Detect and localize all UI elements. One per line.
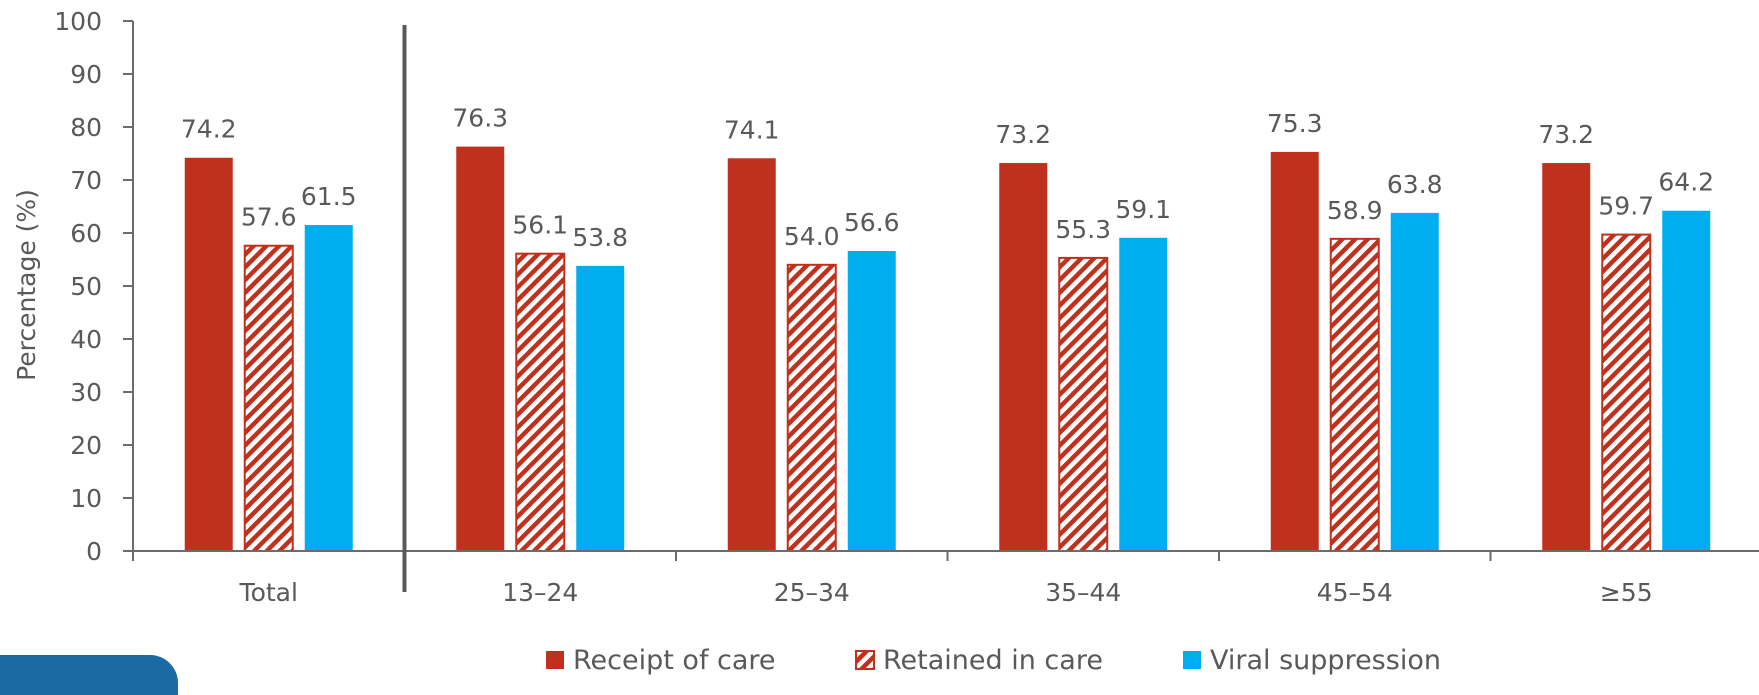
bar-retained-0: [243, 244, 294, 552]
legend-swatch-receipt: [546, 651, 564, 669]
chart-container: Percentage (%) 74.2 57.6 61.5 76.3 56.1 53.8 7…: [0, 7, 1759, 695]
data-label-viral-2: 56.6: [844, 208, 900, 237]
bar-viral-0: [304, 225, 353, 552]
x-tick-label-0: Total: [239, 578, 298, 607]
bar-receipt-0: [184, 157, 233, 552]
y-tick-label-2: 20: [70, 431, 102, 460]
bar-viral-4: [1390, 212, 1439, 552]
data-label-viral-3: 59.1: [1115, 195, 1171, 224]
bar-retained-2: [786, 263, 837, 552]
y-tick-label-0: 0: [86, 537, 102, 566]
data-label-receipt-1: 76.3: [452, 104, 508, 133]
y-tick-label-10: 100: [54, 7, 102, 36]
y-tick-label-4: 40: [70, 325, 102, 354]
y-tick-label-3: 30: [70, 378, 102, 407]
bar-viral-5: [1662, 210, 1711, 552]
bars-layer: [184, 146, 1711, 553]
bar-viral-3: [1119, 237, 1168, 551]
data-label-retained-4: 58.9: [1327, 196, 1383, 225]
data-label-retained-1: 56.1: [512, 211, 568, 240]
bar-receipt-5: [1542, 163, 1591, 552]
data-label-receipt-3: 73.2: [995, 120, 1051, 149]
y-tick-label-8: 80: [70, 113, 102, 142]
data-label-receipt-2: 74.1: [724, 115, 780, 144]
axes-layer: [123, 20, 1759, 592]
bar-retained-5: [1601, 233, 1652, 552]
legend-swatch-viral: [1183, 651, 1201, 669]
data-label-retained-2: 54.0: [784, 222, 840, 251]
bar-retained-4: [1329, 237, 1380, 553]
bar-receipt-3: [999, 163, 1048, 552]
data-label-receipt-5: 73.2: [1538, 120, 1594, 149]
y-tick-label-9: 90: [70, 60, 102, 89]
y-tick-label-7: 70: [70, 166, 102, 195]
legend-swatch-retained: [855, 650, 875, 670]
bar-retained-1: [515, 252, 566, 552]
y-axis-title: Percentage (%): [12, 189, 41, 381]
bar-viral-2: [847, 251, 896, 551]
corner-tab-decoration: [0, 655, 178, 695]
data-label-viral-0: 61.5: [301, 182, 357, 211]
x-tick-label-5: ≥55: [1600, 578, 1653, 607]
x-tick-label-4: 45–54: [1317, 578, 1393, 607]
data-label-retained-3: 55.3: [1055, 215, 1111, 244]
data-label-retained-5: 59.7: [1598, 192, 1654, 221]
legend-label-viral: Viral suppression: [1210, 645, 1441, 676]
data-label-receipt-0: 74.2: [181, 115, 237, 144]
x-tick-label-2: 25–34: [774, 578, 850, 607]
x-tick-label-3: 35–44: [1045, 578, 1121, 607]
value-labels-layer: 74.2 57.661.5 76.3 56.1 53.8 74.1 54.0 56.6 73.2…: [181, 104, 1714, 252]
bar-chart: Percentage (%) 74.257.661.576.356.1 53.87…: [12, 7, 1759, 676]
legend: Receipt of care Retained in care Viral sup…: [546, 645, 1441, 676]
data-label-viral-4: 63.8: [1387, 170, 1443, 199]
x-tick-label-1: 13–24: [502, 578, 578, 607]
legend-label-retained: Retained in care: [883, 645, 1103, 676]
bar-receipt-4: [1270, 151, 1319, 551]
data-label-retained-0: 57.6: [241, 203, 297, 232]
tick-labels-layer: Total 13–24 25–34 35–44 45–54 ≥55 0 10 20 30 40 50 6…: [54, 7, 1652, 607]
bar-retained-3: [1058, 256, 1109, 552]
y-tick-label-6: 60: [70, 219, 102, 248]
y-tick-label-5: 50: [70, 272, 102, 301]
bar-receipt-2: [727, 158, 776, 551]
bar-viral-1: [576, 265, 625, 551]
y-tick-label-1: 10: [70, 484, 102, 513]
bar-receipt-1: [456, 146, 505, 552]
data-label-receipt-4: 75.3: [1267, 109, 1323, 138]
data-label-viral-5: 64.2: [1658, 168, 1714, 197]
legend-label-receipt: Receipt of care: [573, 645, 776, 676]
data-label-viral-1: 53.8: [572, 223, 628, 252]
